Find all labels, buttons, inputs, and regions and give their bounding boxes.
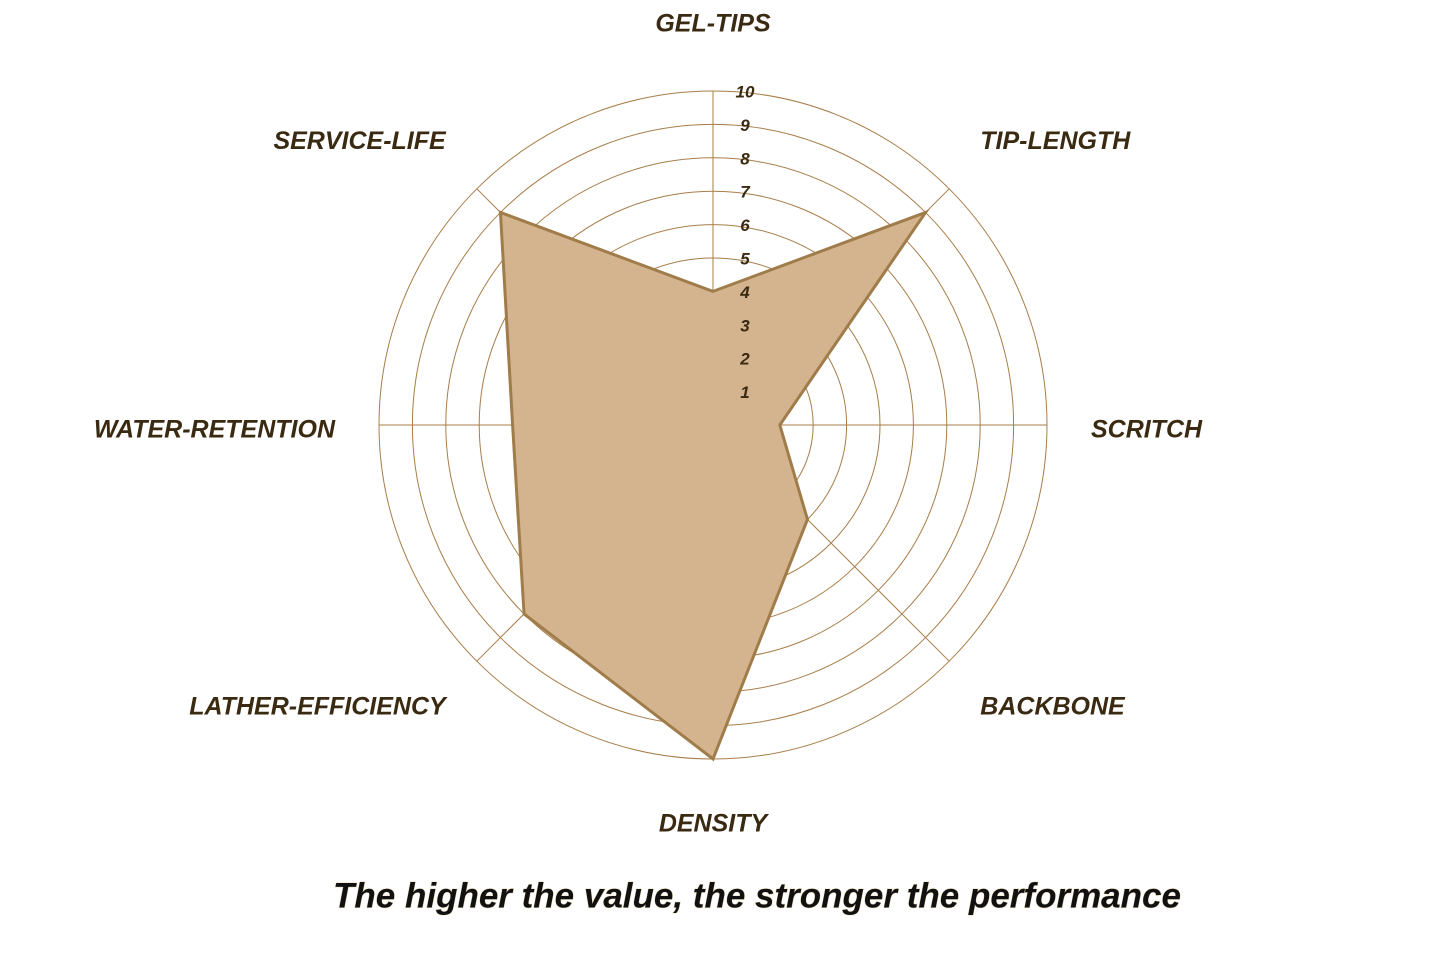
r-tick-label: 4 [739, 283, 750, 302]
r-tick-label: 8 [740, 149, 750, 168]
category-label: GEL-TIPS [655, 10, 771, 38]
r-tick-label: 7 [740, 183, 751, 202]
r-tick-label: 10 [736, 82, 755, 101]
r-tick-label: 9 [740, 116, 750, 135]
radar-area [498, 209, 930, 762]
category-label: WATER-RETENTION [94, 416, 336, 444]
category-label: LATHER-EFFICIENCY [189, 692, 448, 720]
r-tick-label: 3 [740, 316, 750, 335]
category-label: SERVICE-LIFE [273, 127, 447, 155]
r-tick-label: 5 [740, 249, 750, 268]
category-label: TIP-LENGTH [980, 127, 1131, 155]
r-tick-label: 2 [739, 350, 750, 369]
r-tick-label: 6 [740, 216, 750, 235]
category-label: SCRITCH [1091, 416, 1203, 444]
category-label: DENSITY [659, 810, 770, 838]
category-label: BACKBONE [980, 692, 1126, 720]
chart-title: The higher the value, the stronger the p… [333, 876, 1181, 915]
r-tick-label: 1 [740, 383, 749, 402]
